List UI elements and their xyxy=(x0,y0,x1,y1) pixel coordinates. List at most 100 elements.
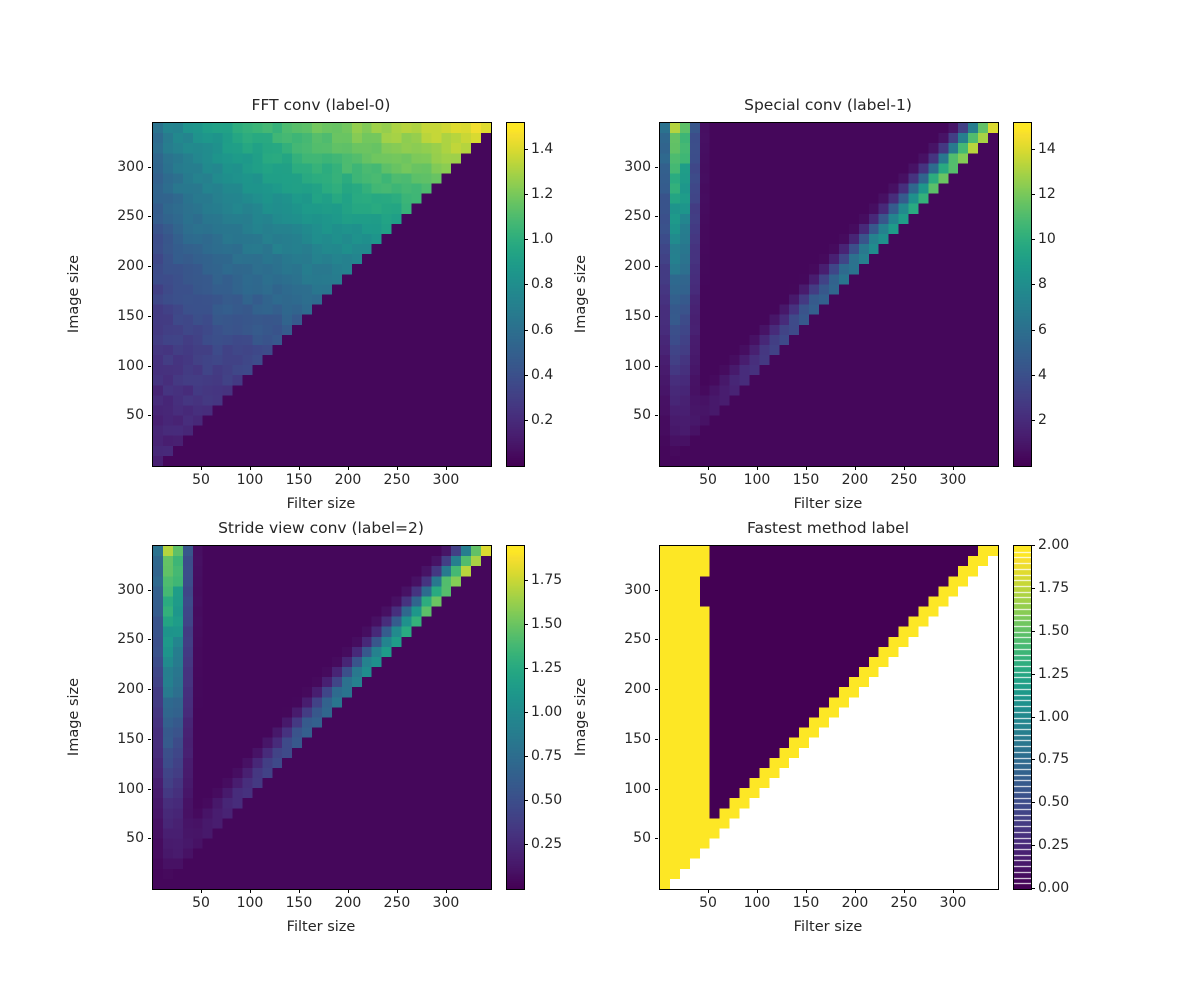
colorbar-tick-label: 1.75 xyxy=(531,572,563,589)
colorbar-tick-label: 6 xyxy=(1038,321,1047,338)
x-tick-label: 150 xyxy=(285,895,313,911)
y-tick-mark xyxy=(654,216,658,218)
x-tick-label: 200 xyxy=(841,472,869,488)
y-tick-label: 150 xyxy=(117,307,144,324)
colorbar-fft-conv[interactable] xyxy=(506,122,525,467)
colorbar-tick-label: 0.25 xyxy=(1038,837,1070,854)
subplot-title: Stride view conv (label=2) xyxy=(218,519,424,537)
colorbar-tick-label: 10 xyxy=(1038,231,1056,248)
colorbar-gradient xyxy=(1014,546,1031,889)
y-tick-mark xyxy=(654,589,658,591)
y-tick-label: 150 xyxy=(624,307,651,324)
colorbar-tick-label: 2 xyxy=(1038,411,1047,428)
x-tick-label: 200 xyxy=(334,472,362,488)
y-tick-label: 200 xyxy=(117,258,144,275)
y-tick-mark xyxy=(147,639,151,641)
x-tick-label: 200 xyxy=(841,895,869,911)
colorbar-tick-label: 1.75 xyxy=(1038,579,1070,596)
colorbar-tick-label: 0.8 xyxy=(531,276,554,293)
plot-area-special-conv[interactable] xyxy=(659,122,999,467)
colorbar-gradient xyxy=(1014,123,1031,466)
colorbar-tick-label: 0.75 xyxy=(1038,751,1070,768)
x-tick-label: 50 xyxy=(699,472,717,488)
y-tick-label: 150 xyxy=(117,730,144,747)
y-axis-label: Image size xyxy=(66,677,82,756)
y-tick-mark xyxy=(654,738,658,740)
colorbar-tick-label: 0.50 xyxy=(531,792,563,809)
colorbar-tick-label: 8 xyxy=(1038,276,1047,293)
colorbar-tick-label: 0.50 xyxy=(1038,794,1070,811)
y-tick-label: 150 xyxy=(624,730,651,747)
colorbar-tick-label: 1.25 xyxy=(531,660,563,677)
x-tick-label: 100 xyxy=(743,895,771,911)
y-tick-label: 100 xyxy=(624,780,651,797)
plot-area-fft-conv[interactable] xyxy=(152,122,492,467)
x-tick-label: 300 xyxy=(939,895,967,911)
y-tick-label: 50 xyxy=(126,407,144,424)
colorbar-tick-label: 2.00 xyxy=(1038,537,1070,553)
y-axis-label: Image size xyxy=(573,254,589,333)
x-tick-label: 150 xyxy=(285,472,313,488)
subplot-title: FFT conv (label-0) xyxy=(251,96,391,114)
y-tick-mark xyxy=(147,166,151,168)
y-tick-mark xyxy=(147,689,151,691)
colorbar-tick-label: 1.2 xyxy=(531,186,554,203)
colorbar-tick-label: 0.25 xyxy=(531,836,563,853)
plot-area-stride-view-conv[interactable] xyxy=(152,545,492,890)
y-tick-label: 300 xyxy=(624,581,651,598)
y-tick-mark xyxy=(147,738,151,740)
y-tick-label: 250 xyxy=(624,631,651,648)
y-tick-mark xyxy=(147,216,151,218)
colorbar-gradient xyxy=(507,123,524,466)
y-axis-label: Image size xyxy=(573,677,589,756)
colorbar-stride-view-conv[interactable] xyxy=(506,545,525,890)
colorbar-tick-label: 12 xyxy=(1038,186,1056,203)
x-tick-label: 100 xyxy=(236,472,264,488)
colorbar-tick-label: 1.00 xyxy=(1038,708,1070,725)
y-tick-mark xyxy=(147,415,151,417)
y-tick-mark xyxy=(147,315,151,317)
y-tick-label: 100 xyxy=(117,357,144,374)
y-tick-mark xyxy=(654,639,658,641)
colorbar-tick-label: 1.4 xyxy=(531,141,554,158)
y-tick-label: 50 xyxy=(633,830,651,847)
colorbar-tick-label: 0.4 xyxy=(531,366,554,383)
x-tick-label: 300 xyxy=(432,895,460,911)
y-tick-mark xyxy=(147,365,151,367)
colorbar-tick-label: 1.50 xyxy=(531,616,563,633)
x-tick-label: 150 xyxy=(792,472,820,488)
plot-area-fastest-method-label[interactable] xyxy=(659,545,999,890)
colorbar-tick-label: 1.50 xyxy=(1038,622,1070,639)
x-axis-label: Filter size xyxy=(793,919,863,935)
y-tick-mark xyxy=(654,788,658,790)
x-tick-label: 100 xyxy=(236,895,264,911)
y-tick-mark xyxy=(147,266,151,268)
y-tick-label: 250 xyxy=(117,631,144,648)
x-tick-label: 250 xyxy=(890,895,918,911)
colorbar-tick-label: 4 xyxy=(1038,366,1047,383)
colorbar-special-conv[interactable] xyxy=(1013,122,1032,467)
y-axis-label: Image size xyxy=(66,254,82,333)
y-tick-label: 50 xyxy=(633,407,651,424)
x-axis-label: Filter size xyxy=(793,496,863,512)
subplot-title: Special conv (label-1) xyxy=(744,96,912,114)
y-tick-mark xyxy=(147,589,151,591)
heatmap-canvas xyxy=(660,123,998,466)
y-tick-label: 200 xyxy=(117,681,144,698)
y-tick-mark xyxy=(654,266,658,268)
colorbar-tick-label: 14 xyxy=(1038,141,1056,158)
y-tick-mark xyxy=(654,838,658,840)
colorbar-fastest-method-label[interactable] xyxy=(1013,545,1032,890)
heatmap-canvas xyxy=(153,546,491,889)
subplot-title: Fastest method label xyxy=(746,519,910,537)
colorbar-tick-label: 0.6 xyxy=(531,321,554,338)
y-tick-label: 200 xyxy=(624,681,651,698)
y-tick-mark xyxy=(654,365,658,367)
y-tick-label: 300 xyxy=(117,158,144,175)
y-tick-mark xyxy=(654,315,658,317)
y-tick-mark xyxy=(654,166,658,168)
y-tick-label: 300 xyxy=(624,158,651,175)
y-tick-label: 200 xyxy=(624,258,651,275)
colorbar-tick-label: 0.2 xyxy=(531,411,554,428)
